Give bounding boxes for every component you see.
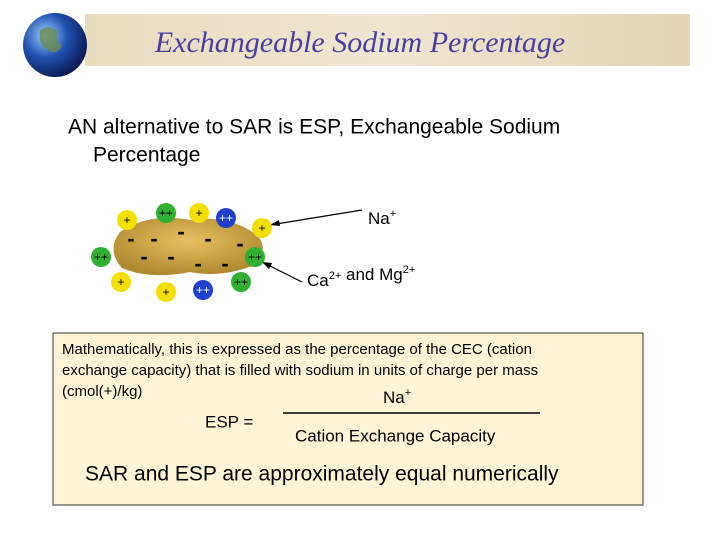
- label-base: Na: [383, 388, 405, 407]
- ion-label: +: [123, 213, 130, 227]
- label-base: Ca: [307, 271, 329, 290]
- negative-charge: -: [194, 251, 201, 276]
- label-sup: +: [405, 387, 411, 399]
- ion-label: +: [258, 221, 265, 235]
- negative-charge: -: [221, 251, 228, 276]
- ion: [193, 280, 213, 300]
- bullet-line: Percentage: [93, 144, 200, 167]
- ion: [252, 218, 272, 238]
- label-base: Na: [368, 209, 390, 228]
- globe-land: [39, 27, 62, 53]
- ion: [216, 208, 236, 228]
- ion-label: ++: [159, 206, 173, 220]
- title-band: [85, 14, 690, 66]
- ion: [231, 272, 251, 292]
- negative-charge: -: [236, 231, 243, 256]
- formula-lhs: ESP =: [205, 412, 253, 431]
- label-sup: 2+: [403, 264, 416, 276]
- ion-label: ++: [248, 250, 262, 264]
- slide-title: Exchangeable Sodium Percentage: [154, 26, 565, 59]
- ion-label: +: [162, 285, 169, 299]
- ion: [156, 203, 176, 223]
- ion: [91, 247, 111, 267]
- formula-numerator: Na+: [383, 387, 411, 408]
- ion-label: +: [195, 206, 202, 220]
- box-line: exchange capacity) that is filled with s…: [62, 362, 538, 379]
- negative-charge: -: [127, 226, 134, 251]
- label-sup: 2+: [329, 270, 342, 282]
- negative-charge: -: [177, 219, 184, 244]
- ion-label: ++: [219, 211, 233, 225]
- box-line: Mathematically, this is expressed as the…: [62, 341, 532, 358]
- label-base: and Mg: [341, 265, 402, 284]
- info-box: [52, 332, 644, 506]
- pointer-line: [269, 209, 363, 226]
- clay-diagram: + ++ + +++++ ++++ ++++- - - - -- - - -: [91, 203, 363, 302]
- label-sup: +: [390, 208, 396, 220]
- ion-label: ++: [234, 275, 248, 289]
- arrowhead: [270, 220, 280, 226]
- negative-charge: -: [140, 244, 147, 269]
- conclusion: SAR and ESP are approximately equal nume…: [85, 463, 559, 486]
- negative-charge: -: [167, 244, 174, 269]
- ion-label: ++: [196, 283, 210, 297]
- negative-charge: -: [204, 226, 211, 251]
- ion-label: +: [117, 275, 124, 289]
- clay-particle: [113, 217, 263, 276]
- bullet-line: AN alternative to SAR is ESP, Exchangeab…: [68, 116, 560, 139]
- ion: [111, 272, 131, 292]
- ca-mg-label: Ca2+ and Mg2+: [307, 264, 415, 291]
- ion-label: ++: [94, 250, 108, 264]
- na-label: Na+: [368, 208, 396, 229]
- ion: [117, 210, 137, 230]
- formula-denominator: Cation Exchange Capacity: [295, 426, 496, 445]
- box-line: (cmol(+)/kg): [62, 383, 142, 400]
- ion: [156, 282, 176, 302]
- ion: [245, 247, 265, 267]
- ion: [189, 203, 209, 223]
- arrowhead: [262, 262, 272, 269]
- negative-charge: -: [150, 226, 157, 251]
